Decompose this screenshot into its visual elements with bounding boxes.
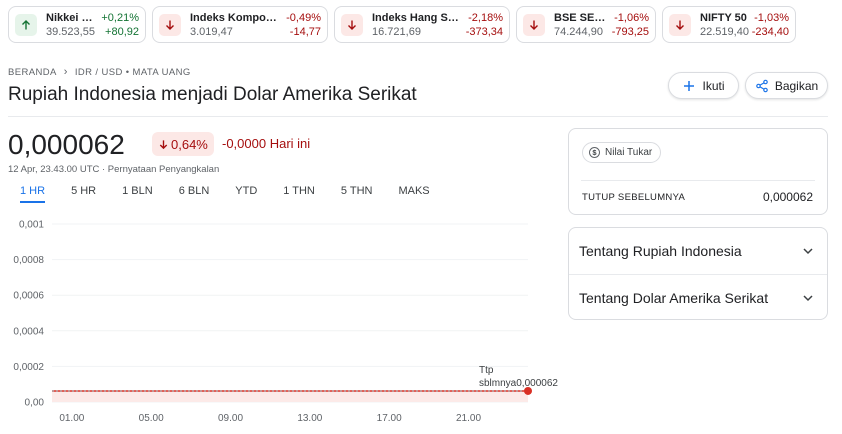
previous-close-value: 0,000062 <box>762 190 813 204</box>
tab-5-year[interactable]: 5 THN <box>340 185 373 197</box>
x-tick-label: 01.00 <box>59 413 84 424</box>
percent-change-value: 0,64% <box>171 136 208 152</box>
arrow-down-icon <box>523 13 545 36</box>
about-indonesian-rupiah[interactable]: Tentang Rupiah Indonesia <box>569 228 827 274</box>
series-area <box>52 390 528 402</box>
ticker-pct: -1,06% <box>614 11 649 24</box>
y-tick-label: 0,001 <box>19 220 44 231</box>
tab-5-day[interactable]: 5 HR <box>71 185 97 197</box>
percent-change-badge: 0,64% <box>152 132 214 156</box>
y-tick-label: 0,0008 <box>13 255 44 266</box>
ticker-pct: -0,49% <box>286 11 321 24</box>
last-point-marker <box>524 386 532 395</box>
y-tick-label: 0,00 <box>25 398 45 409</box>
exchange-rate-chip[interactable]: $ Nilai Tukar <box>582 142 662 163</box>
ticker-name: Indeks Komposit S... <box>190 11 280 24</box>
ticker-price: 74.244,90 <box>554 25 603 38</box>
ticker-pct: +0,21% <box>101 11 139 24</box>
ticker-name: NIFTY 50 <box>700 11 747 24</box>
about-label: Tentang Rupiah Indonesia <box>579 243 742 259</box>
ticker-abs: +80,92 <box>105 25 139 38</box>
about-us-dollar[interactable]: Tentang Dolar Amerika Serikat <box>569 274 827 320</box>
about-label: Tentang Dolar Amerika Serikat <box>579 289 769 306</box>
price-chart[interactable]: 0,001 0,0008 0,0006 0,0004 0,0002 0,00 01.00 05… <box>0 212 560 434</box>
x-tick-label: 13.00 <box>297 413 322 424</box>
dollar-icon: $ <box>589 147 600 158</box>
tab-1-year[interactable]: 1 THN <box>283 185 315 197</box>
chip-label: Nilai Tukar <box>605 147 653 158</box>
ticker-price: 22.519,40 <box>700 25 749 38</box>
tab-1-day[interactable]: 1 HR <box>20 185 46 203</box>
market-ticker-strip: Nikkei 225 +0,21% 39.523,55 +80,92 Indeks … <box>8 6 796 44</box>
about-card: Tentang Rupiah Indonesia Tentang Dolar A… <box>568 227 828 320</box>
previous-close-label: TUTUP SEBELUMNYA <box>582 192 686 203</box>
header-divider <box>8 116 828 117</box>
exchange-rate-card: $ Nilai Tukar TUTUP SEBELUMNYA 0,000062 <box>568 128 828 215</box>
current-price: 0,000062 <box>8 129 125 160</box>
share-button-label: Bagikan <box>774 78 819 93</box>
arrow-up-icon <box>15 13 37 36</box>
breadcrumb-current: IDR / USD • MATA UANG <box>74 66 191 78</box>
arrow-down-icon <box>159 139 168 149</box>
price-timestamp: 12 Apr, 23.43.00 UTC · Pernyataan Penyan… <box>8 164 220 175</box>
ticker-name: Indeks Hang Seng <box>372 11 463 24</box>
ticker-abs: -373,34 <box>465 25 503 38</box>
ticker-pct: -1,03% <box>754 11 789 24</box>
chevron-down-icon <box>803 294 813 301</box>
x-tick-label: 21.00 <box>456 413 481 424</box>
ticker-hang-seng[interactable]: Indeks Hang Seng -2,18% 16.721,69 -373,34 <box>334 6 510 43</box>
breadcrumb-home-link[interactable]: BERANDA <box>8 66 57 78</box>
absolute-change: -0,0000 Hari ini <box>222 136 311 151</box>
ticker-abs: -793,25 <box>611 25 649 38</box>
ticker-price: 3.019,47 <box>190 25 233 38</box>
ticker-price: 16.721,69 <box>372 25 421 38</box>
ticker-nifty-50[interactable]: NIFTY 50 -1,03% 22.519,40 -234,40 <box>662 6 796 43</box>
tab-1-month[interactable]: 1 BLN <box>122 185 153 197</box>
ticker-nikkei[interactable]: Nikkei 225 +0,21% 39.523,55 +80,92 <box>8 6 146 43</box>
arrow-down-icon <box>341 13 363 36</box>
range-tabs: 1 HR 5 HR 1 BLN 6 BLN YTD 1 THN 5 THN MA… <box>20 185 456 203</box>
ticker-abs: -234,40 <box>751 25 789 38</box>
breadcrumb: BERANDA › IDR / USD • MATA UANG <box>8 66 191 78</box>
card-divider <box>581 180 815 181</box>
y-tick-label: 0,0002 <box>13 362 44 373</box>
x-tick-label: 09.00 <box>218 413 243 424</box>
previous-close-annotation: Ttp <box>479 365 494 376</box>
arrow-down-icon <box>669 13 691 36</box>
previous-close-annotation-value: sblmnya0,000062 <box>479 378 558 389</box>
tab-max[interactable]: MAKS <box>398 185 430 197</box>
ticker-indeks-komposit[interactable]: Indeks Komposit S... -0,49% 3.019,47 -14,7… <box>152 6 328 43</box>
tab-ytd[interactable]: YTD <box>235 185 258 197</box>
follow-button-label: Ikuti <box>702 78 725 93</box>
arrow-down-icon <box>159 13 181 36</box>
ticker-pct: -2,18% <box>468 11 503 24</box>
ticker-name: BSE SENSEX <box>554 11 608 24</box>
page-title: Rupiah Indonesia menjadi Dolar Amerika S… <box>8 84 417 105</box>
tab-6-month[interactable]: 6 BLN <box>178 185 210 197</box>
ticker-price: 39.523,55 <box>46 25 95 38</box>
y-tick-label: 0,0004 <box>13 326 44 337</box>
share-icon <box>756 79 768 92</box>
chevron-down-icon <box>803 248 813 255</box>
ticker-bse-sensex[interactable]: BSE SENSEX -1,06% 74.244,90 -793,25 <box>516 6 656 43</box>
ticker-abs: -14,77 <box>289 25 321 38</box>
y-tick-label: 0,0006 <box>13 291 44 302</box>
chevron-right-icon: › <box>63 66 68 78</box>
share-button[interactable]: Bagikan <box>745 72 828 99</box>
ticker-name: Nikkei 225 <box>46 11 96 24</box>
plus-icon <box>684 80 695 91</box>
follow-button[interactable]: Ikuti <box>668 72 739 99</box>
x-tick-label: 17.00 <box>377 413 402 424</box>
x-tick-label: 05.00 <box>139 413 164 424</box>
